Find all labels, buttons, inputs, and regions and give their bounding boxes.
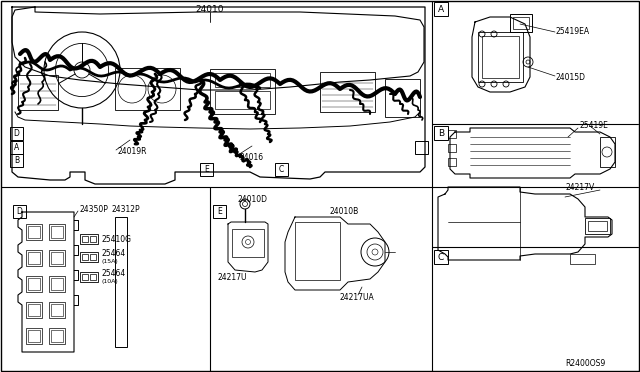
Bar: [26, 302, 42, 318]
Bar: [10, 154, 23, 167]
Bar: [448, 158, 456, 166]
Text: D: D: [13, 129, 19, 138]
Bar: [10, 141, 23, 154]
Bar: [80, 272, 98, 282]
Bar: [80, 252, 98, 262]
Bar: [415, 141, 428, 154]
Bar: [434, 2, 448, 16]
Bar: [49, 250, 65, 266]
Bar: [82, 236, 88, 242]
Bar: [434, 126, 448, 140]
Bar: [600, 137, 615, 167]
Text: E: E: [217, 207, 222, 216]
Text: 24019R: 24019R: [118, 148, 147, 157]
Bar: [82, 254, 88, 260]
Bar: [215, 73, 270, 87]
Bar: [28, 278, 40, 290]
Text: 24016: 24016: [240, 153, 264, 161]
Bar: [49, 224, 65, 240]
Text: (10A): (10A): [102, 279, 119, 283]
Text: 24217U: 24217U: [217, 273, 247, 282]
Bar: [385, 79, 420, 117]
Bar: [588, 221, 607, 231]
Bar: [482, 36, 519, 78]
Bar: [26, 250, 42, 266]
Bar: [26, 224, 42, 240]
Bar: [90, 236, 96, 242]
Text: 25410G: 25410G: [102, 234, 132, 244]
Bar: [513, 17, 529, 29]
Bar: [51, 278, 63, 290]
Bar: [570, 254, 595, 264]
Bar: [28, 252, 40, 264]
Text: 24312P: 24312P: [112, 205, 141, 215]
Bar: [51, 330, 63, 342]
Text: 24010D: 24010D: [237, 196, 267, 205]
Text: (15A): (15A): [102, 259, 119, 263]
Text: C: C: [279, 165, 284, 174]
Bar: [448, 130, 456, 138]
Bar: [275, 163, 288, 176]
Text: 24350P: 24350P: [80, 205, 109, 215]
Bar: [213, 205, 226, 218]
Bar: [26, 276, 42, 292]
Bar: [49, 328, 65, 344]
Bar: [295, 222, 340, 280]
Text: 25419EA: 25419EA: [556, 26, 590, 35]
Bar: [478, 32, 523, 82]
Bar: [200, 163, 213, 176]
Text: 24217UA: 24217UA: [340, 292, 375, 301]
Bar: [28, 304, 40, 316]
Text: E: E: [204, 165, 209, 174]
Bar: [18, 75, 58, 110]
Bar: [448, 144, 456, 152]
Bar: [115, 217, 127, 347]
Bar: [210, 69, 275, 114]
Bar: [232, 229, 264, 257]
Bar: [80, 234, 98, 244]
Bar: [320, 72, 375, 112]
Bar: [28, 226, 40, 238]
Text: A: A: [14, 143, 19, 152]
Text: C: C: [438, 253, 444, 262]
Text: A: A: [438, 4, 444, 13]
Text: 24010: 24010: [196, 4, 224, 13]
Bar: [49, 276, 65, 292]
Bar: [115, 68, 180, 110]
Text: D: D: [17, 207, 22, 216]
Bar: [49, 302, 65, 318]
Bar: [26, 328, 42, 344]
Text: 24015D: 24015D: [556, 74, 586, 83]
Bar: [585, 218, 610, 234]
Bar: [510, 14, 532, 32]
Text: 25419E: 25419E: [580, 122, 609, 131]
Text: 24010B: 24010B: [330, 208, 359, 217]
Bar: [10, 127, 23, 140]
Bar: [28, 330, 40, 342]
Bar: [82, 274, 88, 280]
Bar: [51, 304, 63, 316]
Text: B: B: [14, 156, 19, 165]
Bar: [51, 226, 63, 238]
Text: 24217V: 24217V: [566, 183, 595, 192]
Bar: [13, 205, 26, 218]
Bar: [90, 254, 96, 260]
Bar: [215, 91, 270, 109]
Text: 25464: 25464: [102, 250, 126, 259]
Text: B: B: [438, 128, 444, 138]
Text: R2400OS9: R2400OS9: [565, 359, 605, 369]
Bar: [434, 250, 448, 264]
Text: 25464: 25464: [102, 269, 126, 279]
Bar: [90, 274, 96, 280]
Bar: [51, 252, 63, 264]
